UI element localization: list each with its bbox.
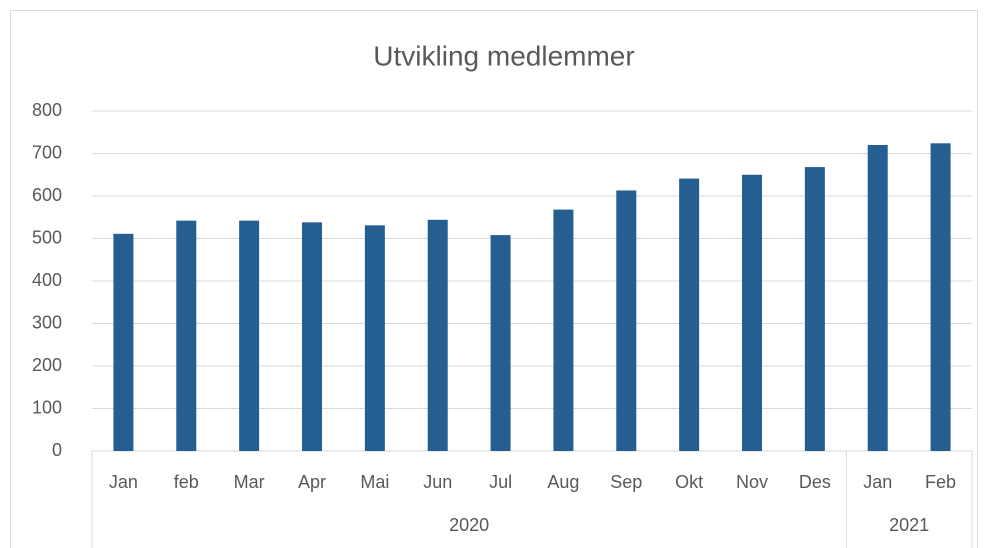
group-label: 2021 bbox=[889, 515, 929, 535]
y-tick-label: 200 bbox=[32, 355, 62, 375]
bar bbox=[427, 219, 448, 451]
x-tick-label: Jan bbox=[109, 472, 138, 492]
x-tick-label: Aug bbox=[547, 472, 579, 492]
x-tick-label: feb bbox=[174, 472, 199, 492]
bar bbox=[490, 235, 511, 451]
chart-title: Utvikling medlemmer bbox=[373, 40, 634, 71]
x-tick-label: Des bbox=[799, 472, 831, 492]
bar bbox=[302, 222, 322, 451]
y-tick-label: 800 bbox=[32, 100, 62, 120]
group-label: 2020 bbox=[449, 515, 489, 535]
y-tick-label: 0 bbox=[52, 440, 62, 460]
x-tick-label: Sep bbox=[610, 472, 642, 492]
bar bbox=[742, 174, 762, 451]
bar bbox=[867, 145, 888, 451]
x-tick-label: Mai bbox=[360, 472, 389, 492]
x-tick-label: Jan bbox=[863, 472, 892, 492]
y-tick-label: 600 bbox=[32, 185, 62, 205]
bar bbox=[239, 220, 260, 451]
bar bbox=[679, 178, 700, 451]
x-tick-label: Jul bbox=[489, 472, 512, 492]
x-tick-label: Jun bbox=[423, 472, 452, 492]
y-tick-label: 400 bbox=[32, 270, 62, 290]
bar bbox=[113, 233, 134, 451]
y-tick-label: 300 bbox=[32, 312, 62, 332]
y-tick-label: 700 bbox=[32, 142, 62, 162]
bar bbox=[364, 225, 385, 451]
bar bbox=[176, 220, 197, 451]
bar bbox=[804, 167, 825, 451]
x-tick-label: Feb bbox=[925, 472, 956, 492]
bar bbox=[930, 143, 951, 452]
x-tick-label: Mar bbox=[234, 472, 265, 492]
y-tick-label: 100 bbox=[32, 397, 62, 417]
bar bbox=[553, 209, 574, 451]
y-tick-label: 500 bbox=[32, 227, 62, 247]
x-tick-label: Okt bbox=[675, 472, 703, 492]
bar bbox=[616, 190, 637, 451]
x-tick-label: Nov bbox=[736, 472, 768, 492]
x-tick-label: Apr bbox=[298, 472, 326, 492]
